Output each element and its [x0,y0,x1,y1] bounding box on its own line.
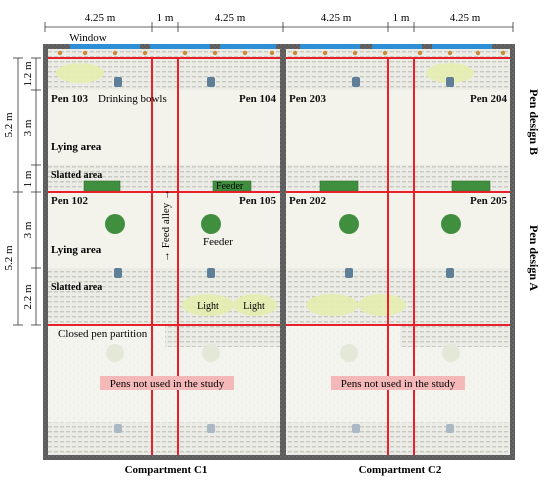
dim-left-inner-4: 3 m [22,221,34,238]
slatted-area-a-label: Slatted area [51,282,102,293]
slatted-area-b-label: Slatted area [51,170,102,181]
feed-alley-label: → Feed alley → [160,189,172,262]
lights-a [182,294,406,316]
windows [70,44,492,49]
light-label-2: Light [243,301,265,312]
dim-left-outer-1: 5.2 m [3,112,15,138]
drinking-bowls-label: Drinking bowls [98,93,167,105]
pen-104-label: Pen 104 [239,93,276,105]
dim-top-5: 1 m [393,12,410,24]
top-dimensions [44,22,514,32]
pen-design-a-label: Pen design A [527,225,541,291]
lying-area-b-c1 [48,90,280,165]
pen-203-label: Pen 203 [289,93,326,105]
pen-205-label: Pen 205 [470,195,507,207]
unused-label-bg-c1 [100,376,234,390]
slatted-strip-top-c2 [286,49,510,90]
dim-top-3: 4.25 m [215,12,246,24]
pen-design-b-label: Pen design B [527,89,541,155]
lying-area-a-c1 [48,192,280,268]
dim-left-inner-1: 1.2 m [22,61,34,87]
compartment-c1-label: Compartment C1 [125,464,208,476]
unused-label-c2: Pens not used in the study [341,378,456,390]
drinking-bowls-a [114,268,454,278]
unused-slats-top-c1 [165,325,280,347]
compartment-wall [280,44,286,460]
unused-slats-bottom-c2 [286,422,510,455]
dim-left-inner-3: 1 m [22,170,34,187]
pen-105-label: Pen 105 [239,195,276,207]
dim-top-1: 4.25 m [85,12,116,24]
drinking-bowls-top [114,77,454,87]
unused-lights [106,344,460,362]
compartment-c2-label: Compartment C2 [359,464,442,476]
dim-left-outer-2: 5.2 m [3,245,15,271]
lying-area-b-label: Lying area [51,141,102,153]
left-dimensions [13,57,41,326]
dim-top-6: 4.25 m [450,12,481,24]
dim-top-2: 1 m [157,12,174,24]
unused-label-c1: Pens not used in the study [110,378,225,390]
pen-202-label: Pen 202 [289,195,326,207]
lights-top [56,63,474,83]
closed-partition-label: Closed pen partition [58,328,148,340]
unused-bowls [114,424,454,433]
unused-slats-bottom-c1 [48,422,280,455]
lying-area-a-label: Lying area [51,244,102,256]
unused-label-bg-c2 [331,376,465,390]
dim-left-inner-5: 2.2 m [22,284,34,310]
feeders-a [105,214,461,234]
light-label-1: Light [197,301,219,312]
dim-left-inner-2: 3 m [22,119,34,136]
ventilation-inlets [57,50,506,56]
unused-slats-top-c2 [400,325,510,347]
lying-area-b-c2 [286,90,510,165]
feeder-b-label: Feeder [216,181,244,192]
pen-204-label: Pen 204 [470,93,507,105]
window-label: Window [69,32,106,44]
pen-103-label: Pen 103 [51,93,88,105]
feeder-a-label: Feeder [203,236,233,248]
lying-area-a-c2 [286,192,510,268]
dim-top-4: 4.25 m [321,12,352,24]
pen-102-label: Pen 102 [51,195,88,207]
